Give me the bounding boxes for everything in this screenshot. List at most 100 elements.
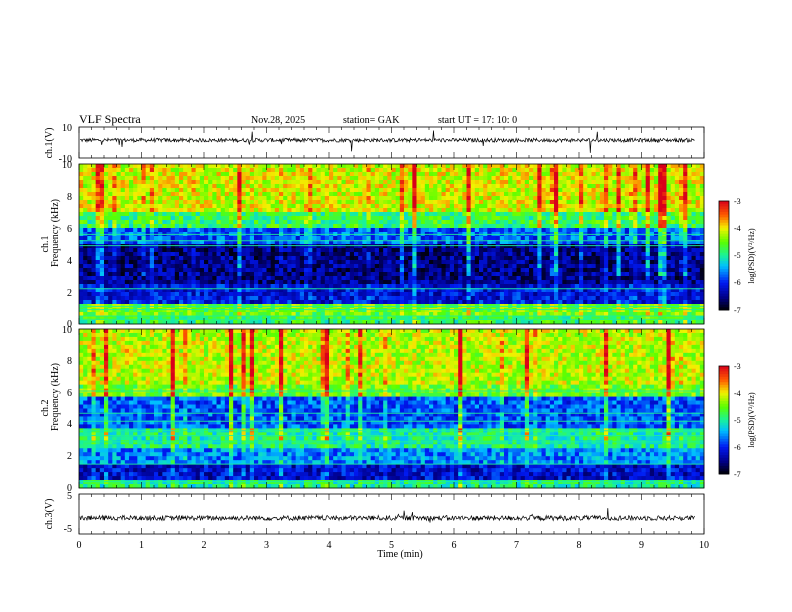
spectrogram-cell — [104, 260, 109, 265]
spectrogram-cell — [170, 176, 176, 181]
spectrogram-cell — [433, 260, 438, 265]
spectrogram-cell — [370, 260, 376, 265]
spectrogram-cell — [266, 172, 272, 177]
spectrogram-cell — [633, 240, 638, 245]
spectrogram-cell — [599, 284, 605, 289]
spectrogram-cell — [112, 252, 117, 257]
spectrogram-cell — [620, 172, 626, 177]
spectrogram-cell — [154, 240, 159, 245]
spectrogram-cell — [249, 184, 255, 189]
spectrogram-cell — [683, 188, 688, 193]
spectrogram-cell — [399, 240, 405, 245]
spectrogram-cell — [683, 220, 688, 225]
spectrogram-cell — [241, 188, 247, 193]
spectrogram-cell — [616, 176, 622, 181]
spectrogram-cell — [179, 236, 184, 241]
spectrogram-cell — [287, 212, 292, 217]
spectrogram-cell — [224, 260, 230, 265]
spectrogram-cell — [474, 272, 480, 277]
spectrogram-cell — [95, 168, 101, 173]
spectrogram-cell — [245, 168, 251, 173]
spectrogram-cell — [508, 240, 513, 245]
spectrogram-cell — [370, 188, 376, 193]
spectrogram-cell — [116, 212, 122, 217]
spectrogram-cell — [87, 188, 92, 193]
spectrogram-cell — [245, 276, 251, 281]
spectrogram-cell — [108, 208, 113, 213]
spectrogram-cell — [133, 280, 138, 285]
spectrogram-cell — [437, 256, 442, 261]
spectrogram-cell — [641, 192, 647, 197]
spectrogram-cell — [495, 220, 501, 225]
spectrogram-cell — [695, 184, 701, 189]
spectrogram-cell — [424, 252, 430, 257]
spectrogram-cell — [662, 240, 667, 245]
spectrogram-cell — [437, 264, 442, 269]
spectrogram-cell — [191, 212, 197, 217]
spectrogram-cell — [187, 248, 192, 253]
spectrogram-cell — [295, 192, 301, 197]
spectrogram-cell — [429, 256, 434, 261]
spectrogram-cell — [674, 252, 680, 257]
spectrogram-cell — [449, 180, 455, 185]
spectrogram-cell — [658, 200, 663, 205]
spectrogram-cell — [324, 228, 330, 233]
spectrogram-cell — [691, 164, 697, 169]
spectrogram-cell — [345, 244, 351, 249]
spectrogram-cell — [408, 280, 413, 285]
spectrogram-cell — [645, 176, 651, 181]
spectrogram-cell — [441, 284, 447, 289]
spectrogram-cell — [487, 248, 492, 253]
spectrogram-cell — [462, 240, 467, 245]
spectrogram-cell — [516, 240, 522, 245]
spectrogram-cell — [687, 168, 692, 173]
spectrogram-cell — [633, 224, 638, 229]
spectrogram-cell — [116, 220, 122, 225]
spectrogram-cell — [112, 208, 117, 213]
spectrogram-cell — [608, 204, 613, 209]
spectrogram-cell — [170, 268, 176, 273]
spectrogram-cell — [562, 180, 567, 185]
spectrogram-cell — [579, 244, 584, 249]
spectrogram-cell — [149, 292, 155, 297]
spectrogram-cell — [141, 272, 147, 277]
spectrogram-cell — [262, 228, 267, 233]
spectrogram-cell — [433, 280, 438, 285]
spectrogram-cell — [220, 264, 226, 269]
spectrogram-cell — [504, 236, 509, 241]
spectrogram-cell — [358, 244, 363, 249]
spectrogram-cell — [379, 288, 384, 293]
spectrogram-cell — [624, 204, 630, 209]
spectrogram-cell — [220, 236, 226, 241]
spectrogram-cell — [124, 164, 130, 169]
spectrogram-cell — [120, 288, 126, 293]
spectrogram-cell — [158, 208, 163, 213]
spectrogram-cell — [274, 172, 280, 177]
spectrogram-cell — [641, 208, 647, 213]
spectrogram-cell — [220, 288, 226, 293]
spectrogram-cell — [249, 272, 255, 277]
spectrogram-cell — [504, 228, 509, 233]
spectrogram-cell — [562, 252, 567, 257]
spectrogram-cell — [145, 192, 151, 197]
spectrogram-cell — [591, 164, 597, 169]
spectrogram-cell — [395, 188, 401, 193]
spectrogram-cell — [104, 164, 109, 169]
spectrogram-cell — [574, 248, 580, 253]
spectrogram-cell — [233, 212, 238, 217]
spectrogram-cell — [470, 260, 476, 265]
spectrogram-cell — [583, 260, 588, 265]
spectrogram-cell — [104, 204, 109, 209]
spectrogram-cell — [287, 292, 292, 297]
spectrogram-cell — [574, 204, 580, 209]
spectrogram-cell — [87, 204, 92, 209]
spectrogram-cell — [466, 164, 472, 169]
spectrogram-cell — [254, 268, 259, 273]
spectrogram-cell — [295, 276, 301, 281]
spectrogram-cell — [483, 268, 488, 273]
spectrogram-cell — [458, 252, 463, 257]
spectrogram-cell — [291, 212, 297, 217]
spectrogram-cell — [241, 208, 247, 213]
spectrogram-cell — [262, 264, 267, 269]
spectrogram-cell — [449, 212, 455, 217]
